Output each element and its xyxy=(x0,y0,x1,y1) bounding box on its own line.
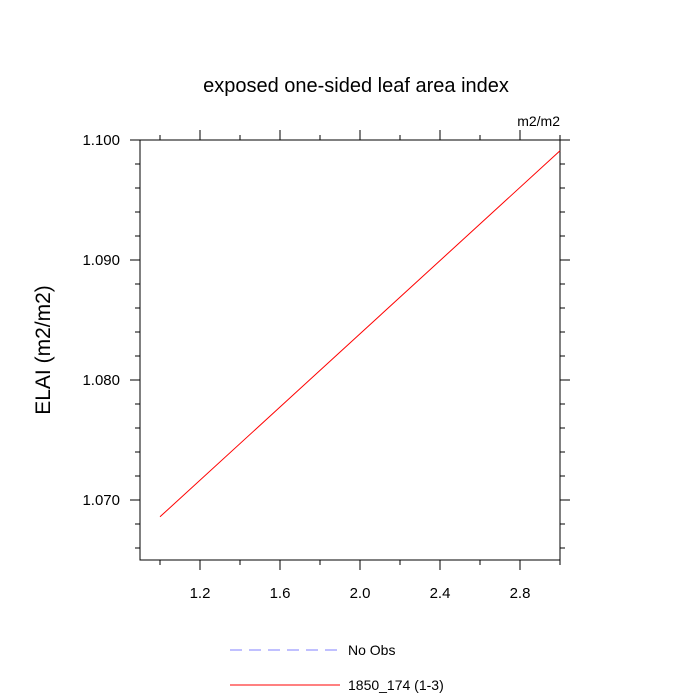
axis-ticks xyxy=(130,130,570,570)
tick-labels: 1.2 1.6 2.0 2.4 2.8 1.070 1.080 1.090 1.100 xyxy=(82,132,530,602)
chart-title: exposed one-sided leaf area index xyxy=(203,75,509,97)
y-axis-label: ELAI (m2/m2) xyxy=(32,285,55,415)
x-tick-label: 2.4 xyxy=(430,585,451,602)
y-tick-label: 1.100 xyxy=(82,132,120,149)
series-lines xyxy=(159,150,561,518)
y-tick-label: 1.090 xyxy=(82,252,120,269)
units-label: m2/m2 xyxy=(517,113,560,129)
legend-label-1: 1850_174 (1-3) xyxy=(348,677,444,693)
series-line-1 xyxy=(159,150,561,518)
plot-frame xyxy=(139,139,561,561)
y-tick-label: 1.080 xyxy=(82,372,120,389)
legend: No Obs 1850_174 (1-3) xyxy=(230,642,444,693)
y-tick-label: 1.070 xyxy=(82,492,120,509)
x-tick-label: 2.0 xyxy=(350,585,371,602)
x-tick-label: 1.6 xyxy=(270,585,291,602)
legend-label-0: No Obs xyxy=(348,642,395,658)
x-tick-label: 1.2 xyxy=(190,585,211,602)
x-tick-label: 2.8 xyxy=(510,585,531,602)
